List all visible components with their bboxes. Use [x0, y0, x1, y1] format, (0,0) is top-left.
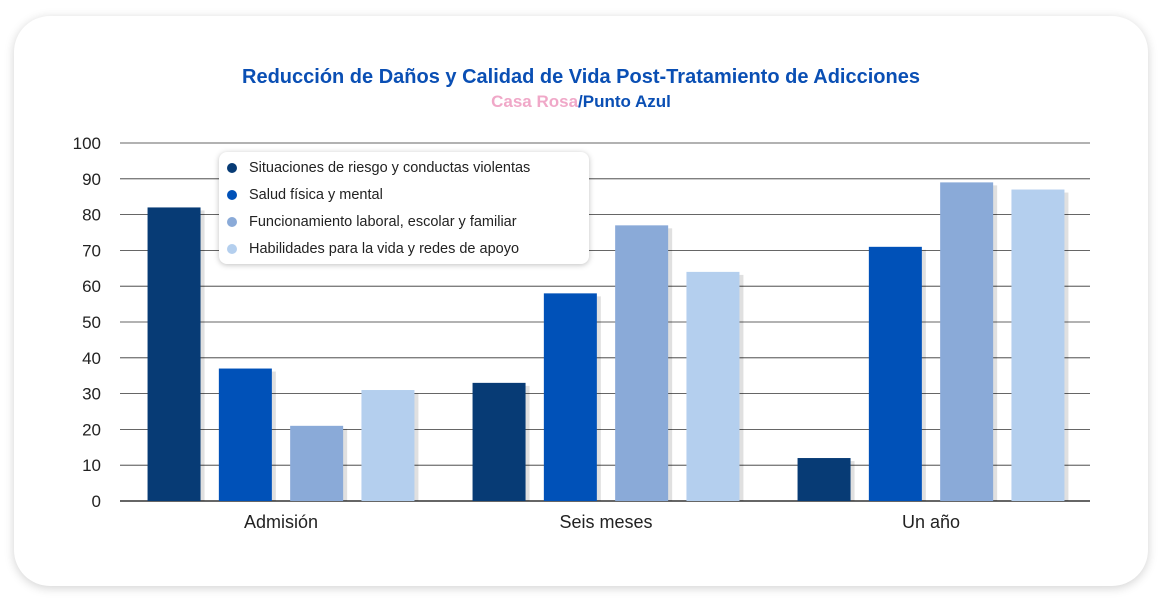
legend-item: Situaciones de riesgo y conductas violen…	[227, 158, 530, 178]
x-tick-label: Admisión	[244, 512, 318, 532]
y-tick-label: 60	[82, 277, 101, 296]
legend-marker	[227, 244, 237, 254]
subtitle-punto-azul: /Punto Azul	[578, 92, 671, 111]
x-axis-ticks: Admisión Seis meses Un año	[244, 512, 960, 532]
bar	[147, 207, 201, 501]
bar	[797, 458, 851, 501]
legend-label: Salud física y mental	[249, 187, 383, 203]
x-tick-label: Un año	[902, 512, 960, 532]
bar	[1011, 189, 1065, 502]
grid-lines	[120, 142, 1090, 502]
legend-marker	[227, 217, 237, 227]
y-tick-label: 0	[92, 492, 101, 511]
y-tick-label: 80	[82, 206, 101, 225]
y-axis-ticks: 0 10 20 30 40 50 60 70 80 90 100	[73, 134, 101, 511]
bar	[940, 182, 994, 501]
bar	[472, 382, 526, 501]
y-tick-label: 10	[82, 456, 101, 475]
x-tick-label: Seis meses	[559, 512, 652, 532]
legend-label: Funcionamiento laboral, escolar y famili…	[249, 214, 517, 230]
chart-subtitle: Casa Rosa/Punto Azul	[0, 92, 1158, 112]
bar	[868, 246, 922, 501]
bar	[361, 390, 415, 501]
y-tick-label: 20	[82, 420, 101, 439]
y-tick-label: 50	[82, 313, 101, 332]
legend-marker	[227, 190, 237, 200]
y-tick-label: 70	[82, 241, 101, 260]
chart-title: Reducción de Daños y Calidad de Vida Pos…	[242, 66, 920, 88]
y-tick-label: 30	[82, 385, 101, 404]
legend-marker	[227, 163, 237, 173]
y-tick-label: 100	[73, 134, 101, 153]
bar	[543, 293, 597, 501]
legend: Situaciones de riesgo y conductas violen…	[219, 152, 589, 264]
legend-label: Situaciones de riesgo y conductas violen…	[249, 160, 531, 176]
legend-item: Funcionamiento laboral, escolar y famili…	[227, 212, 517, 232]
y-tick-label: 90	[82, 170, 101, 189]
bar	[290, 425, 344, 501]
bar	[686, 271, 740, 501]
legend-item: Salud física y mental	[227, 185, 383, 205]
bar	[218, 368, 272, 501]
subtitle-casa-rosa: Casa Rosa	[491, 92, 579, 111]
bars	[147, 182, 1069, 502]
y-tick-label: 40	[82, 349, 101, 368]
legend-item: Habilidades para la vida y redes de apoy…	[227, 239, 519, 259]
legend-label: Habilidades para la vida y redes de apoy…	[249, 241, 520, 257]
bar	[615, 225, 669, 501]
